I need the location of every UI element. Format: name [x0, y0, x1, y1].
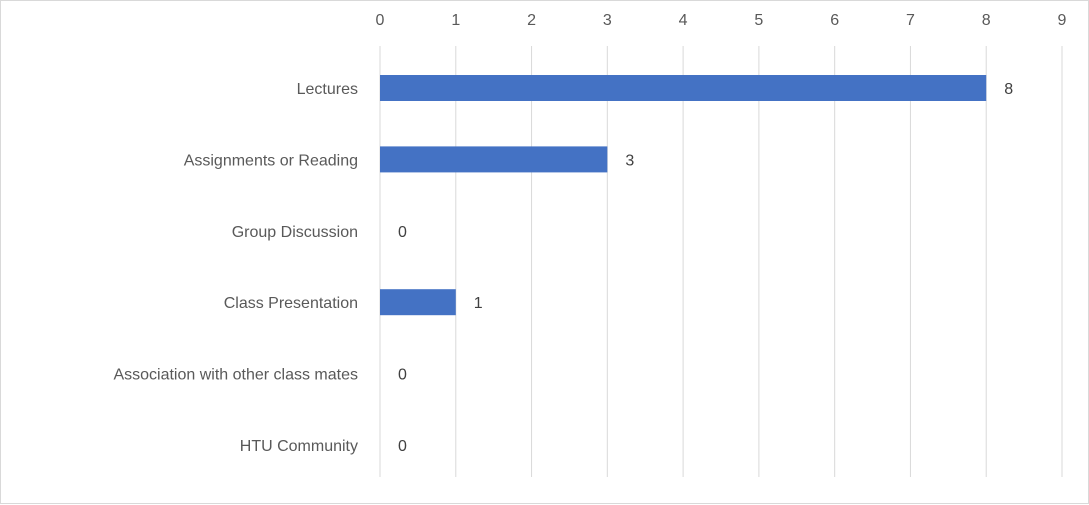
data-label: 0: [398, 367, 407, 384]
x-tick-label: 1: [451, 12, 460, 29]
category-labels: Lectures Assignments or Reading Group Disc…: [113, 81, 358, 455]
x-tick-label: 5: [754, 12, 763, 29]
data-label: 3: [625, 152, 634, 169]
bar: [380, 75, 987, 101]
category-label: Group Discussion: [232, 224, 358, 241]
data-label: 0: [398, 224, 407, 241]
category-label: Association with other class mates: [113, 367, 358, 384]
x-tick-label: 3: [603, 12, 612, 29]
category-label: Assignments or Reading: [184, 152, 358, 169]
x-tick-label: 0: [376, 12, 385, 29]
category-label: Lectures: [297, 81, 358, 98]
category-label: Class Presentation: [224, 295, 358, 312]
data-labels: 8 3 0 1 0 0: [398, 81, 1013, 455]
bar: [380, 146, 608, 173]
gridlines: [379, 46, 1063, 477]
x-tick-label: 4: [679, 12, 688, 29]
bars: [380, 75, 987, 316]
x-tick-label: 6: [830, 12, 839, 29]
x-tick-label: 9: [1058, 12, 1067, 29]
x-axis-ticks: 0 1 2 3 4 5 6 7 8 9: [376, 12, 1067, 29]
x-tick-label: 8: [982, 12, 991, 29]
x-tick-label: 7: [906, 12, 915, 29]
data-label: 8: [1004, 81, 1013, 98]
category-label: HTU Community: [240, 438, 358, 455]
bar: [380, 289, 456, 316]
data-label: 0: [398, 438, 407, 455]
x-tick-label: 2: [527, 12, 536, 29]
data-label: 1: [474, 295, 483, 312]
